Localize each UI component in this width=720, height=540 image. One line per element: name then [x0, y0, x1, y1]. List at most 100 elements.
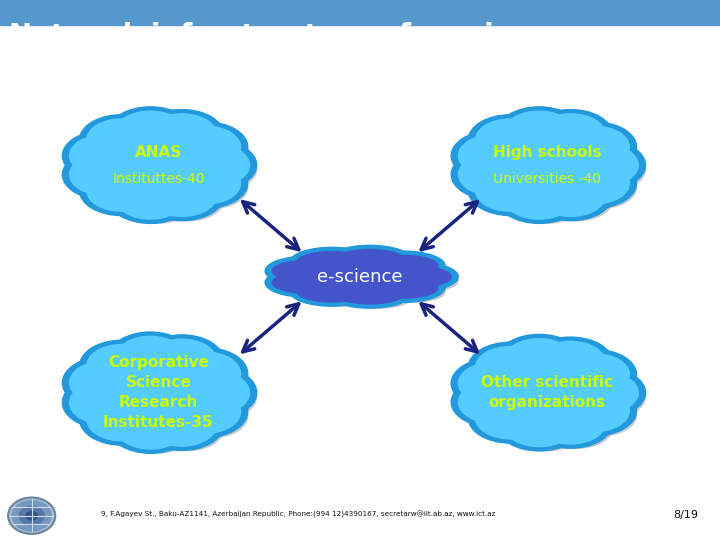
Ellipse shape: [79, 340, 163, 392]
Ellipse shape: [115, 139, 202, 191]
Ellipse shape: [559, 390, 629, 431]
Ellipse shape: [147, 339, 217, 382]
Ellipse shape: [466, 386, 535, 427]
Ellipse shape: [369, 277, 438, 298]
Ellipse shape: [163, 122, 248, 172]
Ellipse shape: [86, 345, 156, 388]
Ellipse shape: [559, 126, 629, 168]
Ellipse shape: [94, 349, 163, 392]
Ellipse shape: [512, 343, 581, 384]
Ellipse shape: [482, 174, 552, 215]
Ellipse shape: [171, 126, 240, 168]
Ellipse shape: [86, 119, 156, 160]
Ellipse shape: [459, 135, 528, 177]
Ellipse shape: [163, 158, 248, 208]
Ellipse shape: [180, 144, 250, 186]
Ellipse shape: [543, 346, 613, 387]
Ellipse shape: [94, 402, 163, 445]
Ellipse shape: [272, 260, 342, 281]
Ellipse shape: [147, 175, 217, 217]
Ellipse shape: [562, 140, 646, 190]
Ellipse shape: [505, 339, 574, 380]
Ellipse shape: [147, 403, 217, 446]
Ellipse shape: [505, 111, 574, 153]
Ellipse shape: [335, 249, 405, 271]
Ellipse shape: [528, 398, 613, 448]
Ellipse shape: [468, 342, 552, 393]
Ellipse shape: [115, 366, 202, 420]
Ellipse shape: [543, 118, 613, 160]
Ellipse shape: [451, 358, 535, 408]
Ellipse shape: [79, 393, 163, 445]
Ellipse shape: [109, 332, 192, 384]
Ellipse shape: [328, 279, 412, 308]
Ellipse shape: [122, 144, 209, 195]
Ellipse shape: [140, 110, 224, 160]
Ellipse shape: [376, 260, 445, 281]
Ellipse shape: [116, 178, 185, 219]
Ellipse shape: [505, 178, 574, 219]
Ellipse shape: [94, 123, 163, 165]
Ellipse shape: [140, 171, 224, 221]
Ellipse shape: [543, 179, 613, 221]
Ellipse shape: [361, 273, 445, 302]
Ellipse shape: [562, 368, 646, 417]
Ellipse shape: [63, 131, 146, 181]
Ellipse shape: [70, 154, 139, 195]
Text: e-science: e-science: [318, 268, 402, 286]
Ellipse shape: [342, 254, 412, 275]
Ellipse shape: [109, 401, 192, 453]
Ellipse shape: [528, 171, 613, 221]
Ellipse shape: [317, 264, 403, 289]
Ellipse shape: [163, 386, 248, 437]
Text: 8/19: 8/19: [673, 510, 698, 519]
Ellipse shape: [459, 154, 528, 195]
Ellipse shape: [498, 401, 581, 451]
Ellipse shape: [122, 370, 209, 424]
Ellipse shape: [504, 139, 590, 191]
Text: Network infrastructure of e-science: Network infrastructure of e-science: [9, 22, 567, 50]
Ellipse shape: [123, 116, 192, 157]
Ellipse shape: [86, 170, 156, 211]
Ellipse shape: [178, 394, 248, 437]
Circle shape: [8, 497, 55, 534]
Ellipse shape: [147, 114, 217, 156]
Ellipse shape: [79, 165, 163, 215]
Ellipse shape: [279, 265, 349, 286]
Ellipse shape: [123, 182, 192, 224]
Ellipse shape: [512, 409, 581, 451]
Ellipse shape: [324, 268, 410, 294]
Ellipse shape: [576, 148, 646, 190]
Ellipse shape: [552, 386, 636, 436]
Ellipse shape: [140, 399, 224, 450]
Bar: [0, 0, 720, 25]
Ellipse shape: [376, 281, 445, 302]
Ellipse shape: [63, 357, 146, 409]
Ellipse shape: [265, 268, 349, 298]
Text: Other scientific
organizations: Other scientific organizations: [481, 375, 613, 410]
Ellipse shape: [305, 256, 374, 277]
Ellipse shape: [63, 376, 146, 428]
Ellipse shape: [63, 150, 146, 200]
Ellipse shape: [369, 255, 438, 276]
Ellipse shape: [475, 119, 545, 160]
Ellipse shape: [77, 385, 146, 428]
Text: 9, F.Agayev St., Baku-AZ1141, Azerbaijan Republic, Phone:(994 12)4390167, secret: 9, F.Agayev St., Baku-AZ1141, Azerbaijan…: [101, 511, 495, 518]
Ellipse shape: [482, 351, 552, 393]
Text: Corporative
Science
Research
Institutes-35: Corporative Science Research Institutes-…: [103, 355, 214, 430]
Ellipse shape: [77, 158, 146, 200]
Text: Universities -40: Universities -40: [493, 172, 601, 186]
Ellipse shape: [187, 148, 257, 190]
Ellipse shape: [297, 281, 366, 302]
Ellipse shape: [77, 366, 146, 409]
Ellipse shape: [498, 173, 581, 224]
Ellipse shape: [559, 354, 629, 395]
Circle shape: [26, 511, 37, 520]
Ellipse shape: [109, 107, 192, 157]
Ellipse shape: [505, 405, 574, 447]
Ellipse shape: [552, 122, 636, 172]
Ellipse shape: [567, 358, 636, 400]
Ellipse shape: [475, 347, 545, 388]
Ellipse shape: [466, 367, 535, 408]
Ellipse shape: [70, 381, 139, 424]
